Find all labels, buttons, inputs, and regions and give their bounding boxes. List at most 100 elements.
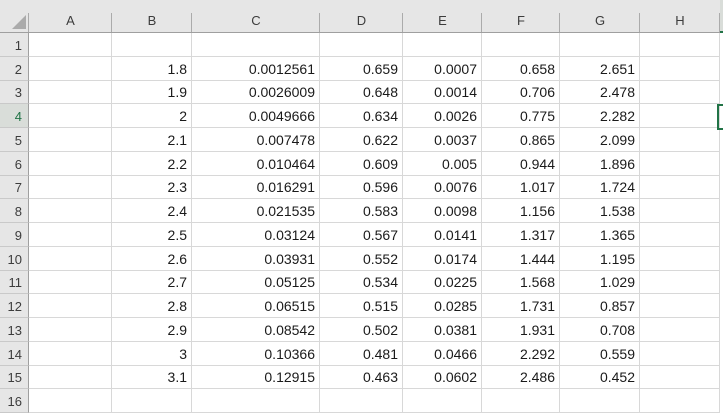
cell-D1[interactable]: [320, 33, 403, 57]
column-header-a[interactable]: A: [29, 0, 112, 32]
cell-B3[interactable]: 1.9: [112, 80, 192, 105]
column-header-d[interactable]: D: [320, 0, 403, 32]
cell-D9[interactable]: 0.567: [320, 223, 403, 247]
cell-F6[interactable]: 0.944: [482, 151, 560, 176]
cell-E16[interactable]: [403, 389, 482, 413]
cell-G5[interactable]: 2.099: [560, 128, 640, 152]
cell-C1[interactable]: [192, 33, 320, 57]
cell-H3[interactable]: [640, 80, 720, 105]
cell-A4[interactable]: [29, 104, 112, 128]
cell-E2[interactable]: 0.0007: [403, 56, 482, 81]
cell-C12[interactable]: 0.06515: [192, 294, 320, 318]
cell-G8[interactable]: 1.538: [560, 199, 640, 223]
row-header-15[interactable]: 15: [0, 365, 29, 390]
cell-A10[interactable]: [29, 246, 112, 271]
cell-B2[interactable]: 1.8: [112, 56, 192, 81]
cell-G7[interactable]: 1.724: [560, 175, 640, 200]
cell-D3[interactable]: 0.648: [320, 80, 403, 105]
row-header-12[interactable]: 12: [0, 294, 29, 318]
cell-A14[interactable]: [29, 341, 112, 366]
row-header-4[interactable]: 4: [0, 104, 29, 128]
cell-D16[interactable]: [320, 389, 403, 413]
column-header-e[interactable]: E: [403, 0, 482, 32]
cell-A2[interactable]: [29, 56, 112, 81]
cell-C13[interactable]: 0.08542: [192, 318, 320, 342]
cell-A1[interactable]: [29, 33, 112, 57]
cell-F12[interactable]: 1.731: [482, 294, 560, 318]
cell-D5[interactable]: 0.622: [320, 128, 403, 152]
cell-F3[interactable]: 0.706: [482, 80, 560, 105]
cell-F2[interactable]: 0.658: [482, 56, 560, 81]
cell-E10[interactable]: 0.0174: [403, 246, 482, 271]
cell-H1[interactable]: [640, 33, 720, 57]
cell-E14[interactable]: 0.0466: [403, 341, 482, 366]
cell-C5[interactable]: 0.007478: [192, 128, 320, 152]
cell-A3[interactable]: [29, 80, 112, 105]
cell-C16[interactable]: [192, 389, 320, 413]
cell-A12[interactable]: [29, 294, 112, 318]
row-header-11[interactable]: 11: [0, 270, 29, 295]
cell-E13[interactable]: 0.0381: [403, 318, 482, 342]
cell-D12[interactable]: 0.515: [320, 294, 403, 318]
cell-C3[interactable]: 0.0026009: [192, 80, 320, 105]
row-header-5[interactable]: 5: [0, 128, 29, 152]
cell-F15[interactable]: 2.486: [482, 365, 560, 390]
row-header-3[interactable]: 3: [0, 80, 29, 105]
cell-G3[interactable]: 2.478: [560, 80, 640, 105]
cell-A11[interactable]: [29, 270, 112, 295]
cell-H16[interactable]: [640, 389, 720, 413]
cell-D7[interactable]: 0.596: [320, 175, 403, 200]
cell-D11[interactable]: 0.534: [320, 270, 403, 295]
cell-A15[interactable]: [29, 365, 112, 390]
cell-E4[interactable]: 0.0026: [403, 104, 482, 128]
cell-B12[interactable]: 2.8: [112, 294, 192, 318]
cell-A7[interactable]: [29, 175, 112, 200]
row-header-2[interactable]: 2: [0, 56, 29, 81]
column-header-b[interactable]: B: [112, 0, 192, 32]
cell-D8[interactable]: 0.583: [320, 199, 403, 223]
cell-F1[interactable]: [482, 33, 560, 57]
row-header-16[interactable]: 16: [0, 389, 29, 413]
cell-E11[interactable]: 0.0225: [403, 270, 482, 295]
cell-C7[interactable]: 0.016291: [192, 175, 320, 200]
cell-F9[interactable]: 1.317: [482, 223, 560, 247]
cell-D13[interactable]: 0.502: [320, 318, 403, 342]
cell-D15[interactable]: 0.463: [320, 365, 403, 390]
cell-C6[interactable]: 0.010464: [192, 151, 320, 176]
cell-G15[interactable]: 0.452: [560, 365, 640, 390]
row-header-14[interactable]: 14: [0, 341, 29, 366]
row-header-10[interactable]: 10: [0, 246, 29, 271]
cell-A13[interactable]: [29, 318, 112, 342]
cell-B15[interactable]: 3.1: [112, 365, 192, 390]
cell-A9[interactable]: [29, 223, 112, 247]
cell-B9[interactable]: 2.5: [112, 223, 192, 247]
row-header-7[interactable]: 7: [0, 175, 29, 200]
cell-B14[interactable]: 3: [112, 341, 192, 366]
cell-C14[interactable]: 0.10366: [192, 341, 320, 366]
row-header-8[interactable]: 8: [0, 199, 29, 223]
cell-B7[interactable]: 2.3: [112, 175, 192, 200]
cell-G11[interactable]: 1.029: [560, 270, 640, 295]
cell-A16[interactable]: [29, 389, 112, 413]
cell-D4[interactable]: 0.634: [320, 104, 403, 128]
cell-B10[interactable]: 2.6: [112, 246, 192, 271]
cell-B11[interactable]: 2.7: [112, 270, 192, 295]
cell-H4[interactable]: [640, 104, 720, 128]
cell-F16[interactable]: [482, 389, 560, 413]
cell-H7[interactable]: [640, 175, 720, 200]
cell-E9[interactable]: 0.0141: [403, 223, 482, 247]
cell-H9[interactable]: [640, 223, 720, 247]
cell-G2[interactable]: 2.651: [560, 56, 640, 81]
cell-C8[interactable]: 0.021535: [192, 199, 320, 223]
cell-H12[interactable]: [640, 294, 720, 318]
cell-H15[interactable]: [640, 365, 720, 390]
cell-B6[interactable]: 2.2: [112, 151, 192, 176]
cell-C2[interactable]: 0.0012561: [192, 56, 320, 81]
cell-B1[interactable]: [112, 33, 192, 57]
cell-H13[interactable]: [640, 318, 720, 342]
row-header-1[interactable]: 1: [0, 33, 29, 57]
cell-E5[interactable]: 0.0037: [403, 128, 482, 152]
cell-F4[interactable]: 0.775: [482, 104, 560, 128]
cell-D2[interactable]: 0.659: [320, 56, 403, 81]
cell-H8[interactable]: [640, 199, 720, 223]
